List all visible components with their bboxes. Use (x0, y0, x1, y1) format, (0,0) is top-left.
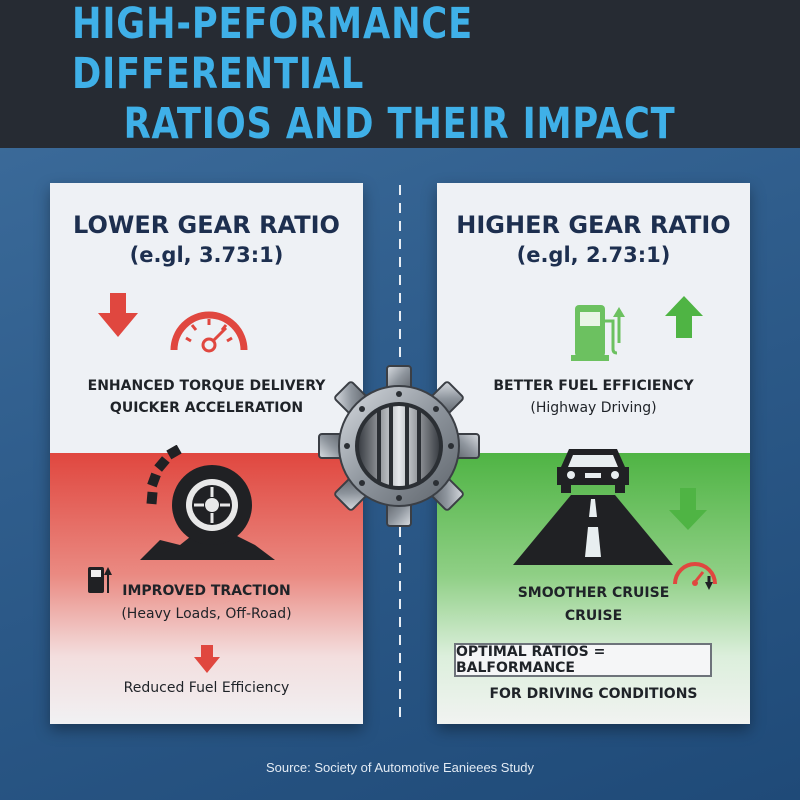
source-caption: Source: Society of Automotive Eanieees S… (265, 760, 535, 775)
optimal-ratios-box: OPTIMAL RATIOS = BALFORMANCE (454, 643, 712, 677)
title-line-2: RATIOS AND THEIR IMPACT (124, 99, 676, 149)
fuel-efficiency-title: BETTER FUEL EFFICIENCY (493, 378, 694, 394)
fuel-efficiency-sub: (Highway Driving) (530, 400, 657, 416)
fuel-pump-icon (571, 305, 625, 361)
header: HIGH-PEFORMANCE DIFFERENTIAL RATIOS AND … (0, 0, 800, 149)
traction-title: IMPROVED TRACTION (122, 583, 291, 599)
road-icon (513, 495, 673, 565)
down-arrow-icon (669, 488, 707, 530)
title-line-1: HIGH-PEFORMANCE DIFFERENTIAL (72, 0, 474, 99)
cruise-line-2: CRUISE (564, 608, 623, 624)
panel-title: LOWER GEAR RATIO (73, 211, 340, 239)
speedometer-icon (673, 562, 717, 590)
car-icon (557, 449, 629, 493)
panel-subtitle: (e.gl, 2.73:1) (516, 243, 671, 267)
gear-icon (318, 365, 480, 527)
reduced-fuel-text: Reduced Fuel Efficiency (123, 680, 290, 696)
tire-icon (140, 445, 275, 560)
panel-subtitle: (e.gl, 3.73:1) (129, 243, 284, 267)
up-arrow-icon (665, 296, 703, 338)
acceleration-text: QUICKER ACCELERATION (109, 400, 304, 416)
driving-conditions-text: FOR DRIVING CONDITIONS (489, 686, 698, 702)
down-arrow-icon (98, 293, 138, 337)
traction-subtitle: (Heavy Loads, Off-Road) (121, 606, 292, 622)
speedometer-icon (170, 311, 248, 353)
down-arrow-icon (194, 645, 220, 673)
torque-text: ENHANCED TORQUE DELIVERY (87, 378, 326, 394)
cruise-line-1: SMOOTHER CRUISE (517, 585, 670, 601)
panel-title: HIGHER GEAR RATIO (456, 211, 731, 239)
fuel-pump-icon (88, 567, 112, 593)
lower-gear-panel: LOWER GEAR RATIO (e.gl, 3.73:1) ENHANCED… (50, 183, 363, 724)
higher-gear-panel: HIGHER GEAR RATIO (e.gl, 2.73:1) BETTER … (437, 183, 750, 724)
